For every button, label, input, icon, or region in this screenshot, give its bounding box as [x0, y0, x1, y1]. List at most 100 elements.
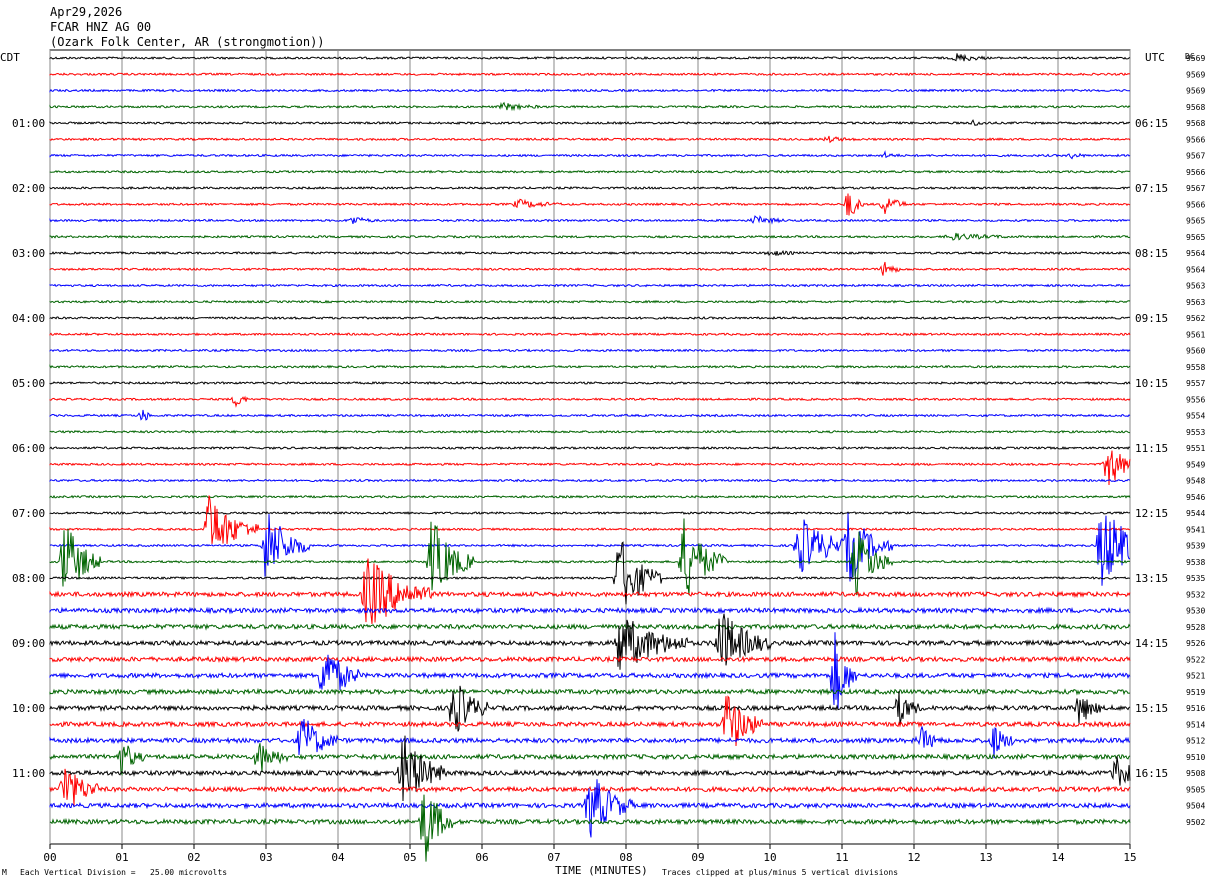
left-time-label: 07:00 [12, 507, 45, 520]
right-time-label: 16:15 [1135, 767, 1168, 780]
right-time-label: 11:15 [1135, 442, 1168, 455]
dc-offset-label: 9544 [1186, 509, 1205, 518]
dc-offset-label: 9505 [1186, 785, 1205, 794]
trace-row [49, 718, 1131, 759]
dc-offset-label: 9563 [1186, 282, 1205, 291]
dc-offset-label: 9549 [1186, 460, 1205, 469]
left-axis-label: CDT [0, 51, 20, 64]
right-time-label: 08:15 [1135, 247, 1168, 260]
trace-row [49, 315, 1131, 320]
x-tick-label: 06 [475, 851, 488, 864]
dc-offset-label: 9514 [1186, 720, 1205, 729]
dc-offset-label: 9538 [1186, 558, 1205, 567]
trace-row [49, 185, 1130, 191]
x-tick-label: 13 [979, 851, 992, 864]
trace-row [49, 53, 1131, 62]
trace-row [49, 364, 1131, 369]
x-tick-label: 05 [403, 851, 416, 864]
dc-offset-label: 9568 [1186, 103, 1205, 112]
dc-offset-label: 9539 [1186, 542, 1205, 551]
dc-offset-label: 9558 [1186, 363, 1205, 372]
dc-offset-label: 9510 [1186, 753, 1205, 762]
dc-offset-label: 9502 [1186, 818, 1205, 827]
dc-offset-label: 9569 [1186, 70, 1205, 79]
trace-row [49, 478, 1131, 483]
trace-row [49, 632, 1131, 710]
trace-row [49, 101, 1131, 112]
dc-offset-label: 9516 [1186, 704, 1205, 713]
trace-row [49, 558, 1131, 624]
trace-row [49, 395, 1131, 408]
x-tick-label: 10 [763, 851, 776, 864]
trace-row [49, 735, 1131, 802]
dc-offset-label: 9532 [1186, 590, 1205, 599]
trace-row [49, 685, 1131, 732]
labels: 00 01 02 03 04 05 06 07 08 09 10 11 12 13 14 15 CDT UTC DC… [0, 51, 1205, 877]
left-time-label: 05:00 [12, 377, 45, 390]
dc-offset-label: 9563 [1186, 298, 1205, 307]
dc-offset-label: 9569 [1186, 54, 1205, 63]
dc-offset-label: 9522 [1186, 655, 1205, 664]
trace-row [49, 250, 1131, 257]
right-time-label: 09:15 [1135, 312, 1168, 325]
trace-row [49, 193, 1131, 216]
left-time-label: 02:00 [12, 182, 45, 195]
dc-offset-label: 9508 [1186, 769, 1205, 778]
dc-offset-label: 9567 [1186, 152, 1205, 161]
trace-row [49, 495, 1131, 544]
trace-row [49, 150, 1131, 160]
dc-offset-label: 9541 [1186, 525, 1205, 534]
dc-offset-label: 9530 [1186, 607, 1205, 616]
trace-row [49, 695, 1131, 747]
trace-row [49, 541, 1131, 605]
right-time-label: 13:15 [1135, 572, 1168, 585]
trace-row [49, 518, 1130, 596]
trace-row [49, 794, 1131, 862]
x-tick-label: 14 [1051, 851, 1065, 864]
x-tick-label: 02 [187, 851, 200, 864]
x-tick-label: 09 [691, 851, 704, 864]
dc-offset-label: 9512 [1186, 737, 1205, 746]
trace-row [49, 119, 1131, 126]
trace-row [49, 135, 1131, 144]
dc-offset-label: 9566 [1186, 135, 1205, 144]
clip-note: Traces clipped at plus/minus 5 vertical … [662, 868, 899, 877]
dc-offset-label: 9526 [1186, 639, 1205, 648]
left-time-label: 01:00 [12, 117, 45, 130]
right-time-label: 07:15 [1135, 182, 1168, 195]
dc-offset-label: 9569 [1186, 87, 1205, 96]
dc-offset-label: 9553 [1186, 428, 1205, 437]
dc-offset-label: 9561 [1186, 330, 1205, 339]
chart-date: Apr29,2026 [50, 5, 123, 19]
trace-row [49, 409, 1131, 421]
left-time-label: 10:00 [12, 702, 45, 715]
dc-offset-label: 9566 [1186, 200, 1205, 209]
right-time-label: 15:15 [1135, 702, 1168, 715]
left-time-label: 06:00 [12, 442, 45, 455]
dc-offset-label: 9565 [1186, 217, 1205, 226]
x-axis-label: TIME (MINUTES) [555, 864, 648, 877]
dc-offset-label: 9557 [1186, 379, 1205, 388]
left-time-label: 09:00 [12, 637, 45, 650]
x-tick-label: 15 [1123, 851, 1136, 864]
trace-row [49, 623, 1131, 631]
right-time-label: 12:15 [1135, 507, 1168, 520]
trace-row [49, 232, 1131, 241]
dc-offset-label: 9521 [1186, 672, 1205, 681]
scale-note: Each Vertical Division = 25.00 microvolt… [20, 868, 228, 877]
trace-row [49, 348, 1131, 353]
dc-offset-label: 9567 [1186, 184, 1205, 193]
left-time-label: 04:00 [12, 312, 45, 325]
grid [49, 49, 1131, 849]
trace-row [49, 332, 1131, 337]
trace-row [49, 283, 1131, 288]
x-tick-label: 03 [259, 851, 272, 864]
x-tick-label: 11 [835, 851, 848, 864]
dc-offset-label: 9568 [1186, 119, 1205, 128]
x-tick-label: 08 [619, 851, 632, 864]
left-time-label: 03:00 [12, 247, 45, 260]
dc-offset-label: 9548 [1186, 477, 1205, 486]
dc-offset-label: 9519 [1186, 688, 1205, 697]
trace-row [49, 169, 1131, 174]
chart-location: (Ozark Folk Center, AR (strongmotion)) [50, 35, 325, 49]
